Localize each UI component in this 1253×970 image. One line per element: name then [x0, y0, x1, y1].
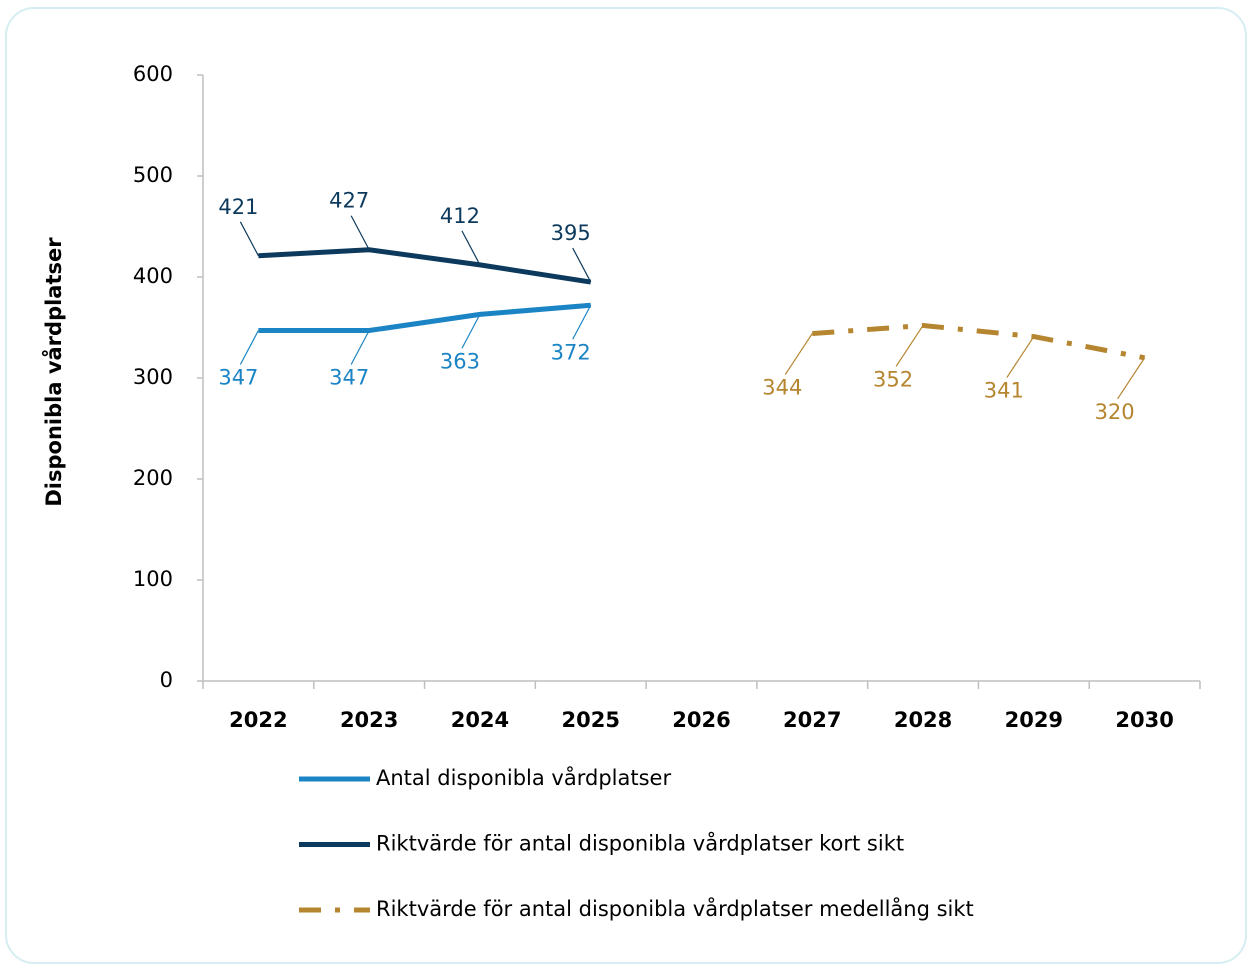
- chart-frame: [5, 7, 1247, 964]
- x-tick-label: 2029: [1005, 708, 1063, 732]
- data-label: 344: [762, 376, 802, 400]
- data-label: 341: [984, 379, 1024, 403]
- leader-line: [784, 333, 813, 375]
- data-label: 421: [218, 195, 258, 219]
- data-label: 372: [551, 340, 591, 364]
- leader-line: [461, 314, 481, 349]
- y-tick-label: 600: [133, 62, 173, 86]
- data-label: 352: [873, 367, 913, 391]
- y-tick-label: 400: [133, 264, 173, 288]
- legend-label: Riktvärde för antal disponibla vårdplats…: [376, 896, 974, 921]
- y-tick-label: 200: [133, 466, 173, 490]
- x-tick-label: 2025: [561, 708, 619, 732]
- y-tick-label: 100: [133, 567, 173, 591]
- x-tick-label: 2023: [340, 708, 398, 732]
- leader-line: [1117, 357, 1146, 400]
- x-tick-label: 2026: [672, 708, 730, 732]
- leader-line: [350, 330, 370, 365]
- leader-line: [239, 330, 259, 365]
- x-tick-label: 2028: [894, 708, 952, 732]
- data-label: 320: [1095, 400, 1135, 424]
- leader-line: [572, 304, 592, 340]
- y-axis-label: Disponibla vårdplatser: [41, 237, 66, 507]
- data-label: 363: [440, 349, 480, 373]
- x-tick-label: 2022: [229, 708, 287, 732]
- series-line: [258, 247, 592, 285]
- leader-line: [572, 247, 592, 283]
- x-tick-label: 2027: [783, 708, 841, 732]
- data-label: 427: [329, 189, 369, 213]
- leader-line: [350, 215, 370, 251]
- x-tick-label: 2030: [1115, 708, 1173, 732]
- y-tick-label: 500: [133, 163, 173, 187]
- x-tick-label: 2024: [451, 708, 509, 732]
- y-tick-label: 300: [133, 365, 173, 389]
- data-label: 412: [440, 204, 480, 228]
- legend-label: Antal disponibla vårdplatser: [376, 765, 671, 790]
- leader-line: [461, 230, 481, 266]
- data-label: 347: [329, 366, 369, 390]
- y-tick-label: 0: [160, 668, 173, 692]
- data-label: 347: [218, 366, 258, 390]
- legend-label: Riktvärde för antal disponibla vårdplats…: [376, 831, 904, 856]
- series-line: [812, 322, 1146, 361]
- leader-line: [895, 325, 924, 367]
- leader-line: [1006, 336, 1035, 378]
- leader-line: [239, 221, 259, 257]
- data-label: 395: [551, 221, 591, 245]
- series-line: [258, 302, 591, 334]
